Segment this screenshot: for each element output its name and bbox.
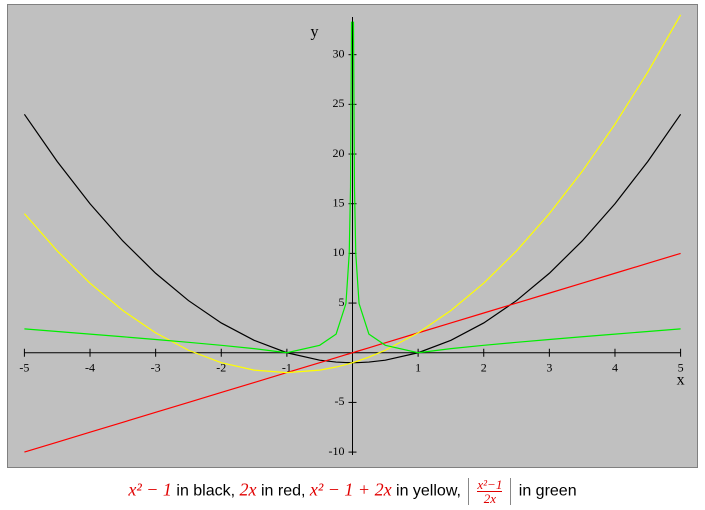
y-tick-label: 5: [339, 295, 345, 309]
y-tick-label: -10: [329, 444, 345, 458]
caption-text: in green: [514, 482, 577, 500]
series-line: [24, 252, 681, 453]
caption-numerator: x²−1: [477, 477, 503, 492]
caption-text: in black,: [171, 482, 240, 500]
x-tick-label: 3: [546, 360, 552, 374]
x-tick-label: -5: [19, 360, 29, 374]
chart: -5 -4 -3 -2 -1 1 2 3 4 5 -10 -5 5 10 15 20 25 30 x y: [7, 4, 698, 468]
x-tick-label: -3: [151, 360, 161, 374]
x-tick-label: -2: [216, 360, 226, 374]
y-tick-label: 20: [333, 146, 345, 160]
y-tick-label: 25: [333, 96, 345, 110]
caption-denominator: 2x: [483, 491, 496, 506]
y-tick-label: 15: [333, 195, 345, 209]
x-tick-label: 4: [612, 360, 618, 374]
caption-math: 2x: [239, 479, 257, 500]
x-tick-label: 2: [481, 360, 487, 374]
y-tick-label: 30: [333, 46, 345, 60]
x-tick-label: -4: [85, 360, 95, 374]
y-tick-label: 10: [333, 245, 345, 259]
caption-fraction: x²−1 2x: [468, 477, 512, 506]
x-tick-label: 5: [678, 360, 684, 374]
caption-text: in yellow,: [391, 482, 466, 500]
series-line: [24, 21, 681, 354]
caption-math: x² − 1: [128, 479, 172, 500]
x-axis-label: x: [677, 371, 685, 388]
caption: x² − 1 in black, 2x in red, x² − 1 + 2x …: [0, 478, 705, 505]
y-axis-label: y: [311, 24, 319, 41]
x-tick-label: -1: [282, 360, 292, 374]
series-line: [23, 14, 682, 374]
caption-text: in red,: [256, 482, 310, 500]
caption-math: x² − 1 + 2x: [309, 479, 392, 500]
x-tick-label: 1: [415, 360, 421, 374]
y-tick-label: -5: [335, 394, 345, 408]
